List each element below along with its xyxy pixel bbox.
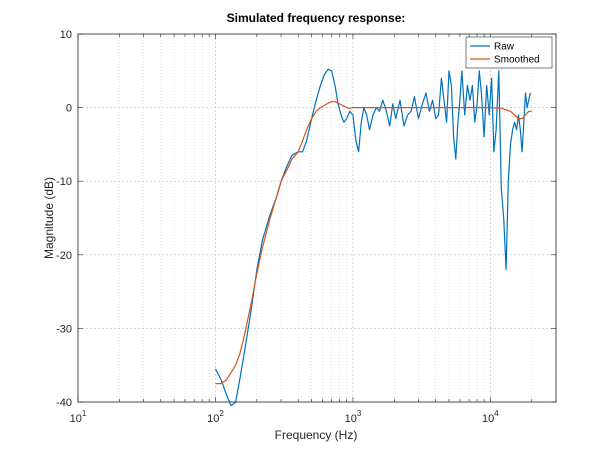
y-tick-label: 0 [66, 103, 72, 115]
y-tick-label: -10 [56, 176, 72, 188]
grid-lines [77, 34, 557, 402]
x-tick-label: 103 [345, 409, 362, 425]
series-line-raw [214, 68, 531, 407]
series-line-smoothed [215, 101, 532, 385]
plot-frame [77, 33, 557, 403]
x-tick-label: 102 [207, 409, 224, 425]
legend-label: Smoothed [494, 55, 540, 66]
x-tick-label: 101 [70, 409, 87, 425]
series-layer [214, 68, 532, 407]
chart-title: Simulated frequency response: [227, 11, 406, 25]
legend-label: Raw [494, 42, 515, 53]
legend-box [465, 36, 553, 69]
x-axis-label: Frequency (Hz) [275, 428, 358, 442]
y-tick-label: -20 [56, 250, 72, 262]
y-axis-label: Magnitude (dB) [42, 177, 56, 259]
legend: Raw Smoothed [465, 36, 553, 69]
y-tick-label: -30 [56, 323, 72, 335]
x-tick-label: 104 [482, 409, 499, 425]
y-tick-label: 10 [60, 29, 72, 41]
y-tick-label: -40 [56, 397, 72, 409]
